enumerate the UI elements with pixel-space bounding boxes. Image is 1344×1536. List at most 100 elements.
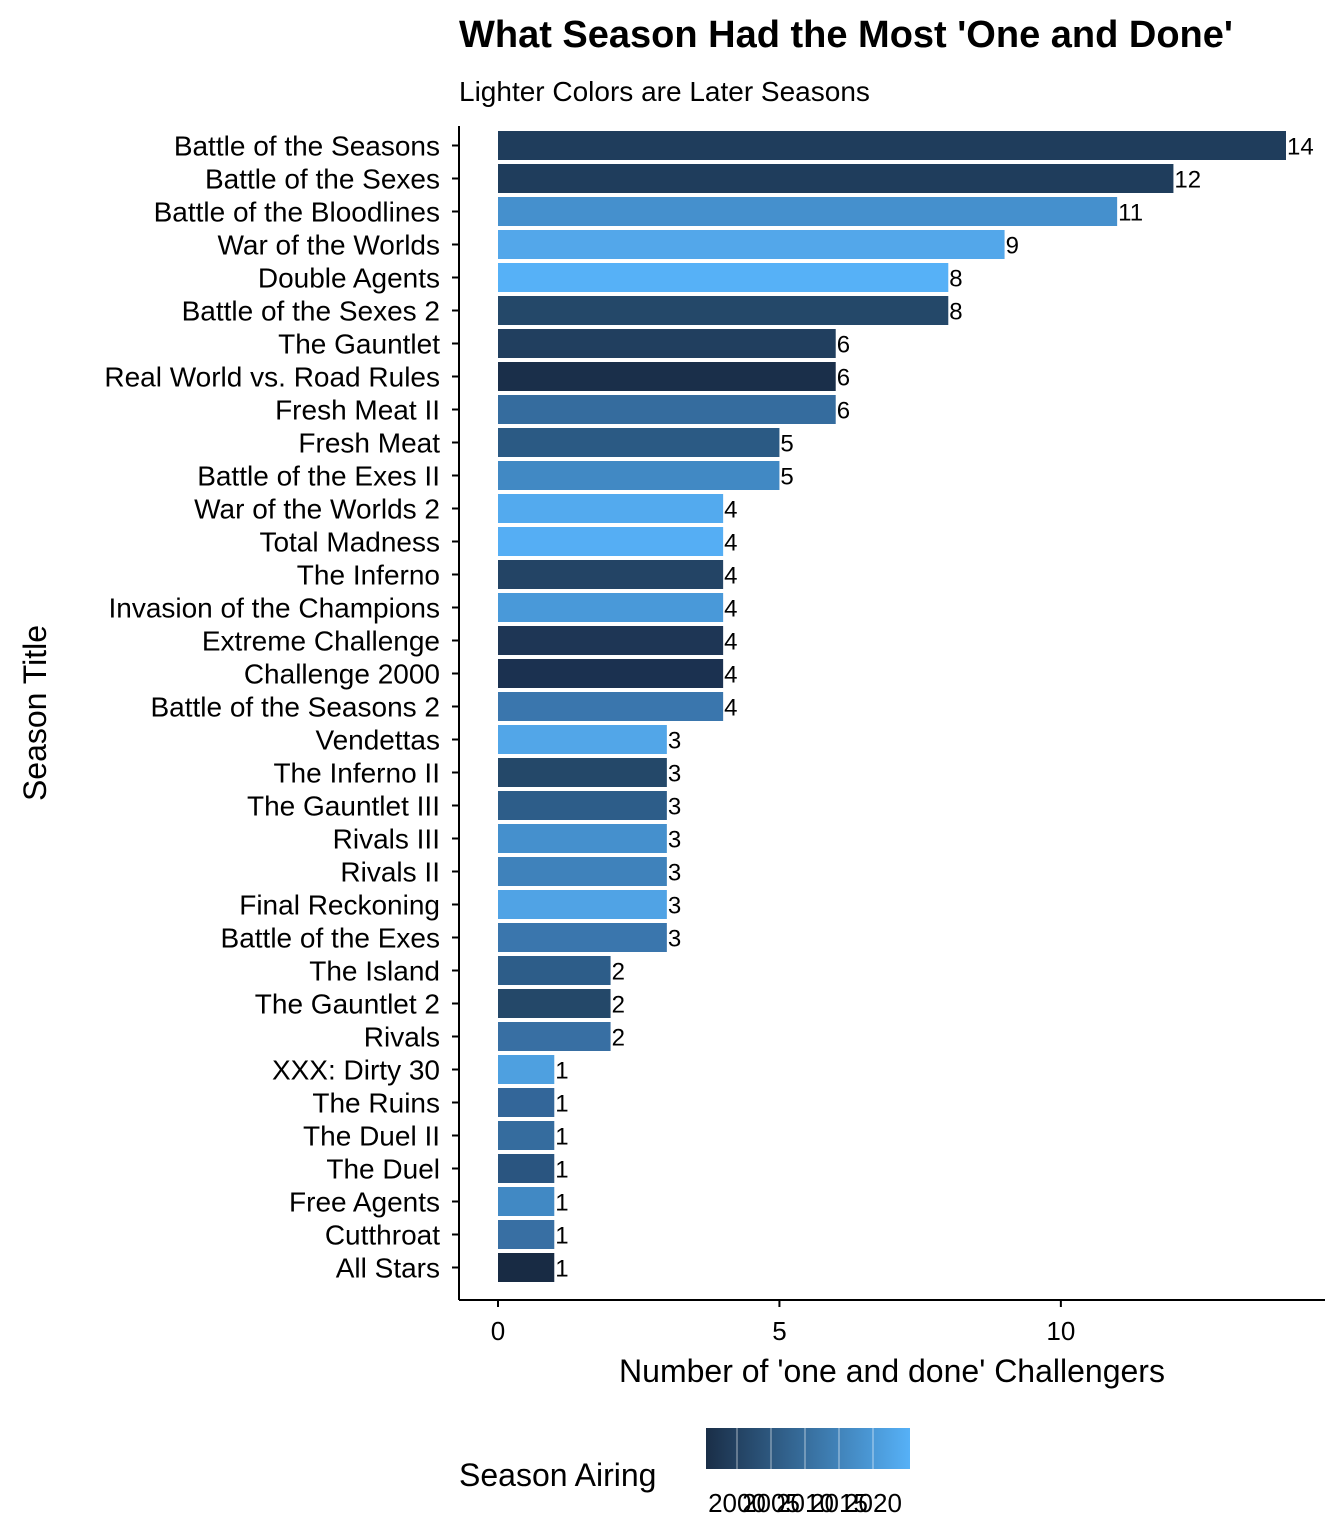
value-label: 1 [555, 1091, 568, 1118]
y-category-label: War of the Worlds [217, 230, 440, 261]
y-category-label: Cutthroat [325, 1220, 440, 1251]
bar [498, 1022, 611, 1051]
y-category-label: All Stars [336, 1253, 440, 1284]
value-label: 4 [724, 629, 737, 656]
y-category-label: Free Agents [289, 1187, 440, 1218]
value-label: 11 [1118, 200, 1143, 227]
y-category-label: The Duel II [303, 1121, 440, 1152]
value-label: 3 [668, 827, 681, 854]
y-category-label: The Island [309, 956, 440, 987]
x-tick-label: 5 [772, 1316, 786, 1346]
y-category-label: Double Agents [258, 263, 440, 294]
x-tick-label: 0 [491, 1316, 505, 1346]
value-label: 4 [724, 596, 737, 623]
value-label: 6 [837, 365, 850, 392]
y-category-label: War of the Worlds 2 [194, 494, 440, 525]
value-label: 4 [724, 662, 737, 689]
bar [498, 692, 724, 721]
legend-title: Season Airing [459, 1457, 656, 1493]
bar [498, 989, 611, 1018]
y-category-label: Battle of the Sexes [205, 164, 440, 195]
bar [498, 263, 949, 292]
value-label: 1 [555, 1124, 568, 1151]
y-category-label: Battle of the Exes [221, 923, 440, 954]
y-category-label: The Duel [326, 1154, 440, 1185]
value-label: 1 [555, 1256, 568, 1283]
y-category-label: Battle of the Bloodlines [154, 197, 440, 228]
bar [498, 230, 1005, 259]
chart-subtitle: Lighter Colors are Later Seasons [459, 76, 870, 107]
value-label: 5 [780, 431, 793, 458]
value-label: 3 [668, 794, 681, 821]
bar [498, 560, 724, 589]
value-label: 4 [724, 530, 737, 557]
bar [498, 1055, 555, 1084]
bar [498, 131, 1286, 160]
value-label: 4 [724, 695, 737, 722]
y-category-label: Challenge 2000 [244, 659, 440, 690]
y-category-label: Rivals III [333, 824, 440, 855]
bar [498, 1088, 555, 1117]
value-label: 2 [612, 959, 625, 986]
y-category-label: Battle of the Seasons 2 [150, 692, 440, 723]
y-category-label: The Gauntlet III [247, 791, 440, 822]
y-category-label: The Gauntlet 2 [255, 989, 440, 1020]
x-axis-title: Number of 'one and done' Challengers [619, 1353, 1165, 1389]
y-category-label: The Ruins [312, 1088, 440, 1119]
bar [498, 923, 667, 952]
y-tick-marks [452, 144, 459, 1269]
y-category-label: Final Reckoning [239, 890, 440, 921]
y-category-label: The Inferno II [273, 758, 440, 789]
bar [498, 758, 667, 787]
bar [498, 1154, 555, 1183]
y-category-label: Battle of the Seasons [174, 131, 440, 162]
value-label: 4 [724, 563, 737, 590]
value-label: 1 [555, 1157, 568, 1184]
bar [498, 1253, 555, 1282]
bar [498, 461, 780, 490]
y-category-label: Total Madness [259, 527, 440, 558]
value-label: 1 [555, 1058, 568, 1085]
legend-tick-label: 2010 [776, 1488, 834, 1518]
y-category-label: Rivals [364, 1022, 440, 1053]
value-label: 6 [837, 332, 850, 359]
y-category-label: Real World vs. Road Rules [104, 362, 440, 393]
bar [498, 395, 836, 424]
bars-layer [498, 131, 1286, 1282]
bar [498, 1187, 555, 1216]
value-label: 2 [612, 992, 625, 1019]
y-category-label: Rivals II [340, 857, 440, 888]
legend-tick-label: 2015 [810, 1488, 868, 1518]
value-label: 3 [668, 761, 681, 788]
y-category-label: The Inferno [297, 560, 440, 591]
bar [498, 164, 1174, 193]
value-label: 3 [668, 926, 681, 953]
value-label: 3 [668, 728, 681, 755]
y-category-label: Fresh Meat [298, 428, 440, 459]
bar [498, 626, 724, 655]
bar [498, 791, 667, 820]
bar [498, 1220, 555, 1249]
y-category-label: Battle of the Exes II [197, 461, 440, 492]
y-axis-title: Season Title [17, 625, 53, 801]
value-label: 9 [1006, 233, 1019, 260]
bar [498, 362, 836, 391]
value-label: 1 [555, 1190, 568, 1217]
bar [498, 890, 667, 919]
bar [498, 329, 836, 358]
value-label: 14 [1287, 134, 1314, 161]
legend-tick-label: 2005 [742, 1488, 800, 1518]
value-label: 4 [724, 497, 737, 524]
value-label: 6 [837, 398, 850, 425]
bar [498, 527, 724, 556]
bar [498, 824, 667, 853]
value-label: 1 [555, 1223, 568, 1250]
y-category-label: Extreme Challenge [202, 626, 440, 657]
legend-colorbar [706, 1428, 910, 1469]
chart-title: What Season Had the Most 'One and Done' [459, 14, 1233, 56]
value-label: 3 [668, 893, 681, 920]
